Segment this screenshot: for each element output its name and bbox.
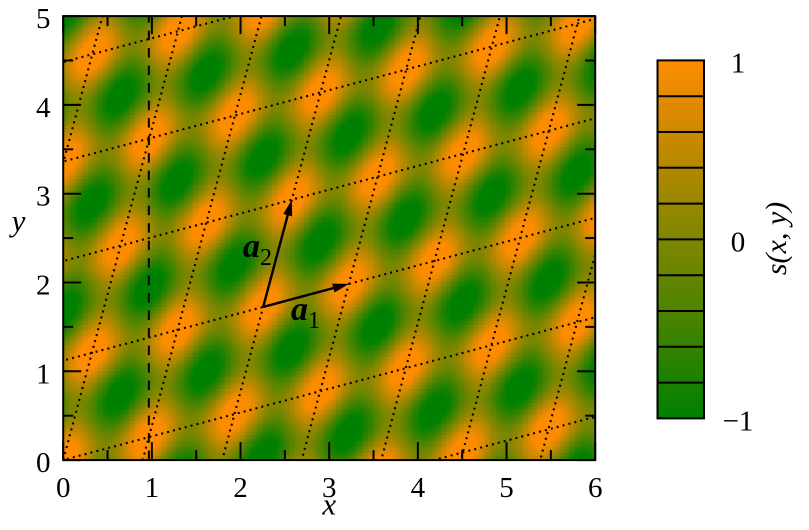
a1-arrow-shaft bbox=[262, 285, 340, 309]
heatmap-image bbox=[63, 16, 595, 460]
lattice-line bbox=[0, 445, 809, 530]
x-tick-label: 4 bbox=[411, 472, 426, 504]
colorbar: 1 0 −1 s(x, y) bbox=[656, 47, 793, 437]
lattice-line bbox=[0, 0, 809, 47]
plot-frame bbox=[62, 15, 597, 462]
y-tick-labels: 0 1 2 3 4 5 bbox=[36, 3, 51, 479]
lattice-line bbox=[63, 16, 184, 461]
lattice-line bbox=[141, 16, 263, 461]
x-tick-labels: 0 1 2 3 4 5 6 bbox=[56, 472, 603, 504]
lattice-line bbox=[462, 0, 809, 530]
lattice-vector-arrows bbox=[262, 199, 349, 309]
colorbar-tick-labels: 1 0 −1 bbox=[723, 47, 754, 437]
colorbar-tick-label: 1 bbox=[731, 47, 746, 79]
y-axis-label: y bbox=[9, 203, 26, 238]
a1-vector-label: a1 bbox=[291, 291, 320, 334]
lattice-line bbox=[539, 250, 596, 461]
lattice-line bbox=[376, 0, 809, 530]
axis-ticks bbox=[62, 15, 597, 462]
colorbar-frame bbox=[656, 59, 705, 420]
x-axis-label: x bbox=[321, 487, 336, 522]
x-tick-label: 1 bbox=[145, 472, 160, 504]
y-tick-label: 4 bbox=[36, 92, 51, 124]
y-tick-label: 0 bbox=[36, 447, 51, 479]
y-tick-label: 3 bbox=[36, 181, 51, 213]
lattice-line bbox=[380, 16, 502, 461]
a2-vector-label: a2 bbox=[243, 228, 272, 271]
a2-arrow-head bbox=[283, 199, 293, 217]
colorbar-tick-label: −1 bbox=[723, 405, 754, 437]
x-tick-label: 6 bbox=[588, 472, 603, 504]
lattice-line bbox=[300, 16, 422, 461]
x-tick-label: 2 bbox=[233, 472, 248, 504]
a1-arrow-head bbox=[332, 283, 349, 293]
x-tick-label: 5 bbox=[499, 472, 514, 504]
colorbar-title: s(x, y) bbox=[760, 202, 793, 275]
y-tick-label: 2 bbox=[36, 270, 51, 302]
y-tick-label: 5 bbox=[36, 3, 51, 35]
x-tick-label: 0 bbox=[56, 472, 71, 504]
colorbar-cell-separators bbox=[657, 95, 704, 384]
colorbar-tick-label: 0 bbox=[731, 226, 746, 258]
x-tick-label: 3 bbox=[322, 472, 337, 504]
lattice-line bbox=[0, 0, 7, 530]
a2-arrow-shaft bbox=[262, 208, 291, 308]
y-tick-label: 1 bbox=[36, 358, 51, 390]
